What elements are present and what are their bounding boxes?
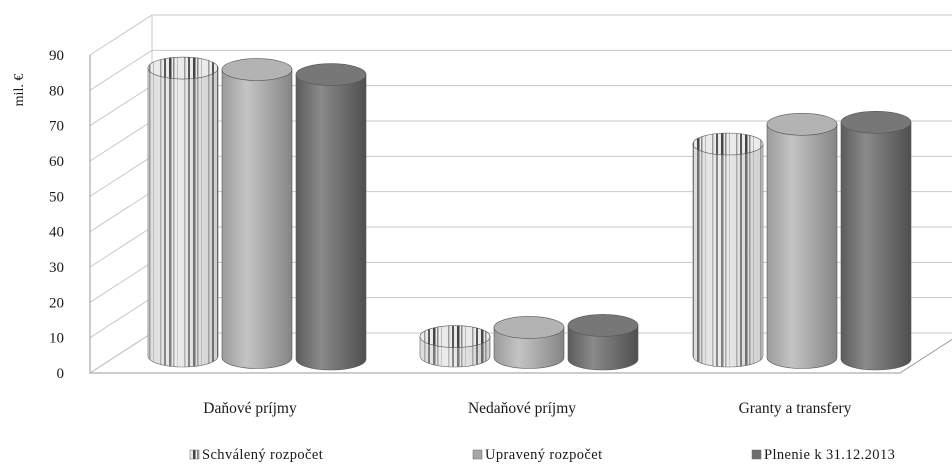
gridline-side xyxy=(90,121,152,161)
bar xyxy=(693,133,763,367)
bar xyxy=(296,64,366,370)
y-axis: 0 10 20 30 40 50 60 70 80 90 xyxy=(49,48,64,382)
bar xyxy=(494,316,564,368)
bar xyxy=(841,111,911,370)
gridline-side xyxy=(90,192,152,232)
gridline-side xyxy=(90,156,152,196)
legend-swatch xyxy=(473,450,482,459)
legend-item: Plnenie k 31.12.2013 xyxy=(752,447,895,463)
y-tick-label: 10 xyxy=(49,331,64,347)
gridline-side xyxy=(90,15,152,55)
gridline-side xyxy=(90,227,152,267)
bar-top xyxy=(841,111,911,133)
bar-top xyxy=(767,113,837,135)
bar xyxy=(222,59,292,369)
gridline-side xyxy=(90,86,152,126)
y-tick-label: 0 xyxy=(57,366,65,382)
legend-label: Plnenie k 31.12.2013 xyxy=(764,447,895,463)
bar-top xyxy=(296,64,366,86)
bar-shade xyxy=(148,68,218,367)
y-tick-label: 20 xyxy=(49,295,64,311)
bar xyxy=(148,57,218,367)
bar xyxy=(420,326,490,367)
bar-top xyxy=(420,326,490,348)
bar-body xyxy=(296,75,366,370)
bar xyxy=(568,314,638,370)
y-tick-label: 30 xyxy=(49,260,64,276)
bar-top xyxy=(693,133,763,155)
legend-item: Upravený rozpočet xyxy=(473,447,603,463)
x-tick-label: Granty a transfery xyxy=(739,400,852,417)
y-tick-label: 70 xyxy=(49,119,64,135)
bar-shade xyxy=(693,144,763,367)
bar-top xyxy=(568,314,638,336)
legend-swatch xyxy=(190,450,199,459)
legend: Schválený rozpočet Upravený rozpočet Plnen… xyxy=(190,447,895,463)
legend-swatch xyxy=(752,450,761,459)
x-tick-label: Nedaňové príjmy xyxy=(468,400,576,417)
x-tick-label: Daňové príjmy xyxy=(203,400,297,417)
y-tick-label: 40 xyxy=(49,225,64,241)
y-tick-label: 80 xyxy=(49,83,64,99)
bar-body xyxy=(222,70,292,369)
legend-label: Schválený rozpočet xyxy=(202,447,323,463)
bar xyxy=(767,113,837,368)
bar-body xyxy=(841,122,911,370)
legend-item: Schválený rozpočet xyxy=(190,447,323,463)
gridline-side xyxy=(90,262,152,302)
y-tick-label: 60 xyxy=(49,154,64,170)
bar-top xyxy=(494,316,564,338)
bar-top xyxy=(148,57,218,79)
bars xyxy=(148,57,911,370)
bar-top xyxy=(222,59,292,81)
gridline-side xyxy=(90,50,152,90)
gridline-side xyxy=(90,298,152,338)
y-tick-label: 90 xyxy=(49,48,64,64)
legend-label: Upravený rozpočet xyxy=(485,447,603,463)
x-axis: Daňové príjmy Nedaňové príjmy Granty a tra… xyxy=(203,400,851,417)
bar-body xyxy=(767,124,837,368)
y-axis-label: mil. € xyxy=(12,74,27,107)
y-tick-label: 50 xyxy=(49,189,64,205)
